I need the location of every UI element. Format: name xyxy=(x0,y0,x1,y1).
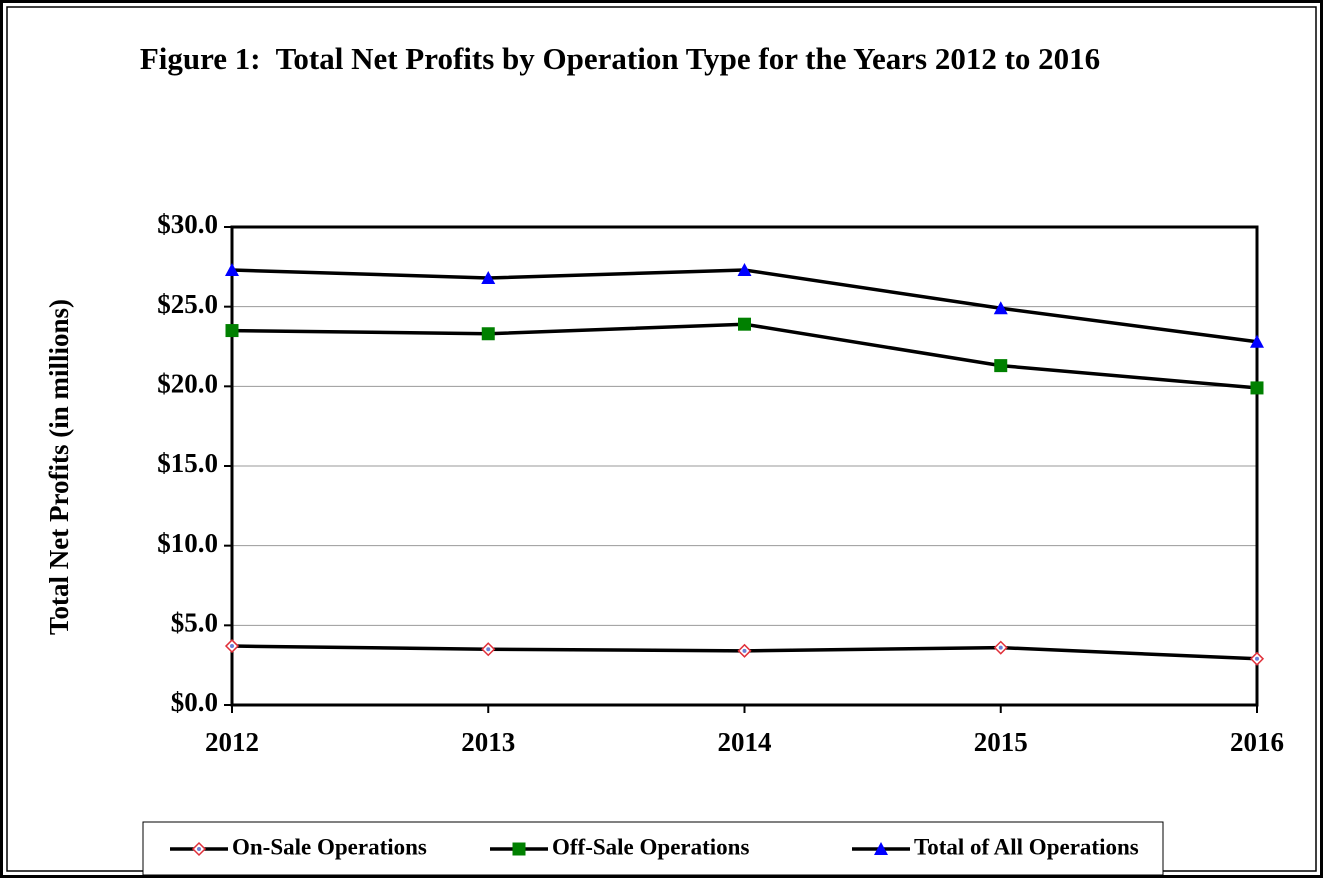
y-tick-label: $20.0 xyxy=(157,369,218,399)
point-center xyxy=(1255,656,1259,661)
legend-label: Off-Sale Operations xyxy=(552,834,749,859)
y-tick-label: $15.0 xyxy=(157,448,218,478)
point xyxy=(737,263,752,277)
inner-border xyxy=(6,6,1317,872)
y-tick-label: $0.0 xyxy=(171,687,218,717)
point xyxy=(481,270,496,284)
point xyxy=(225,263,239,277)
legend-marker xyxy=(874,842,888,855)
point xyxy=(993,301,1008,315)
x-tick-label: 2013 xyxy=(461,727,515,757)
y-tick-label: $25.0 xyxy=(157,289,218,319)
legend-marker-center xyxy=(197,847,201,851)
legend-label: Total of All Operations xyxy=(914,834,1139,859)
legend-marker xyxy=(512,842,526,856)
point-center xyxy=(742,648,747,653)
point-center xyxy=(998,645,1003,650)
point xyxy=(1250,381,1264,395)
point xyxy=(1250,334,1264,348)
y-tick-label: $5.0 xyxy=(171,608,218,638)
point-center xyxy=(486,647,491,652)
legend-box xyxy=(142,821,1164,876)
x-tick-label: 2012 xyxy=(205,727,259,757)
x-tick-label: 2014 xyxy=(718,727,772,757)
y-axis-label: Total Net Profits (in millions) xyxy=(44,299,74,635)
point-center xyxy=(230,644,234,649)
point xyxy=(225,324,239,338)
x-tick-label: 2015 xyxy=(974,727,1028,757)
series-line xyxy=(231,322,1258,390)
chart-title: Figure 1: Total Net Profits by Operation… xyxy=(139,41,1101,76)
y-tick-label: $30.0 xyxy=(157,209,218,239)
legend-label: On-Sale Operations xyxy=(232,834,427,859)
y-tick-label: $10.0 xyxy=(157,528,218,558)
point xyxy=(738,317,751,331)
x-tick-label: 2016 xyxy=(1230,727,1284,757)
point xyxy=(994,359,1008,373)
point xyxy=(481,327,495,341)
